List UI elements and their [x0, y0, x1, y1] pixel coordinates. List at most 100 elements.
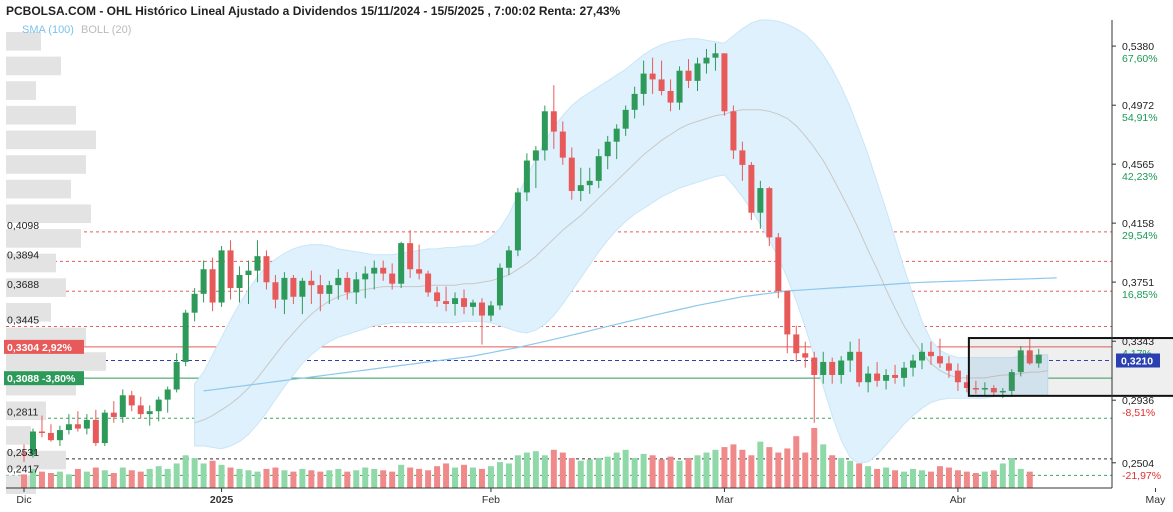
- volume-bar: [505, 463, 512, 488]
- candle-body: [586, 180, 593, 186]
- volume-bar: [173, 463, 180, 488]
- tag-label: 0,3304 2,92%: [7, 342, 72, 354]
- volume-bar: [820, 444, 827, 488]
- candle-body: [227, 250, 234, 289]
- volume-profile-bar: [6, 204, 91, 224]
- candle-body: [245, 270, 252, 276]
- candle-body: [47, 432, 54, 441]
- volume-profile-bar: [6, 229, 81, 248]
- candle-body: [667, 90, 674, 103]
- candle-body: [83, 419, 90, 429]
- volume-bar: [254, 471, 261, 488]
- candle-body: [92, 419, 99, 444]
- volume-bar: [434, 466, 441, 488]
- candle-body: [56, 430, 63, 441]
- candle-body: [317, 285, 324, 294]
- candle-body: [865, 373, 872, 383]
- volume-profile-bar: [6, 56, 61, 76]
- axis-price-label: 0,3343: [1122, 336, 1154, 348]
- volume-bar: [326, 470, 333, 488]
- volume-bar: [595, 458, 602, 488]
- volume-profile-bar: [6, 450, 66, 470]
- volume-bar: [532, 451, 539, 488]
- level-label: 0,2417: [7, 463, 39, 475]
- volume-bar: [461, 464, 468, 488]
- volume-bar: [487, 466, 494, 488]
- volume-bar: [119, 467, 126, 488]
- level-label: 0,3445: [7, 314, 39, 326]
- volume-bar: [335, 468, 342, 488]
- candle-body: [892, 374, 899, 378]
- volume-bar: [541, 455, 548, 488]
- volume-bar: [137, 471, 144, 488]
- candle-body: [532, 150, 539, 161]
- volume-bar: [272, 467, 279, 488]
- candle-body: [335, 277, 342, 286]
- volume-profile-bar: [6, 155, 86, 174]
- candle-body: [757, 188, 764, 213]
- tag-background: [4, 371, 84, 386]
- volume-bar: [146, 468, 153, 488]
- volume-bar: [470, 467, 476, 488]
- candle-body: [443, 301, 450, 304]
- volume-profile-bar: [6, 32, 41, 51]
- candle-body: [676, 70, 683, 103]
- volume-bar: [263, 468, 270, 488]
- volume-bar: [182, 455, 189, 488]
- volume-bar: [398, 464, 405, 488]
- level-label: 0,2811: [7, 406, 38, 418]
- volume-bar: [65, 474, 72, 488]
- volume-bar: [775, 452, 782, 488]
- volume-bar: [92, 467, 99, 488]
- candle-body: [1035, 354, 1042, 364]
- volume-bar: [362, 467, 369, 488]
- axis-price-label: 0,3751: [1122, 277, 1154, 289]
- volume-bar: [586, 459, 593, 488]
- candle-body: [811, 357, 818, 375]
- candle-body: [182, 312, 189, 362]
- candle-body: [550, 111, 557, 132]
- candle-body: [613, 128, 620, 142]
- volume-bar: [748, 455, 755, 488]
- volume-bar: [865, 466, 872, 488]
- candle-body: [272, 282, 279, 300]
- candle-body: [954, 370, 961, 383]
- candle-body: [191, 293, 198, 313]
- level-label: 0,2531: [7, 447, 39, 459]
- candle-body: [434, 292, 441, 302]
- candle-body: [766, 188, 773, 238]
- volume-bar: [389, 471, 396, 488]
- volume-bar: [514, 455, 521, 488]
- volume-bar: [218, 464, 225, 488]
- volume-bar: [29, 468, 36, 488]
- volume-profile-bar: [6, 352, 106, 371]
- candle-body: [730, 111, 737, 151]
- candle-body: [200, 269, 207, 294]
- candle-body: [478, 302, 485, 316]
- candle-body: [173, 361, 180, 390]
- candle-body: [568, 157, 575, 191]
- candlesticks: [21, 43, 1042, 462]
- volume-bar: [281, 470, 288, 488]
- x-tick-label: Mar: [715, 494, 734, 506]
- left-level-labels: 0,3304 2,92% 0,3088 -3,80% 0,4098 0,3894 0,3…: [4, 220, 84, 475]
- volume-bar: [559, 452, 566, 488]
- volume-bar: [954, 470, 961, 488]
- axis-price-label: 0,2936: [1122, 395, 1154, 407]
- candle-body: [847, 351, 854, 361]
- sma-line: [203, 277, 1057, 392]
- volume-profile-bar: [6, 426, 31, 445]
- candle-body: [74, 424, 81, 429]
- bollinger-mid-line: [194, 109, 1048, 424]
- candle-body: [981, 388, 988, 390]
- x-tick-label: May: [1146, 494, 1167, 506]
- candle-body: [622, 109, 629, 129]
- volume-bar: [56, 471, 63, 488]
- candle-body: [398, 243, 405, 284]
- candle-body: [299, 280, 306, 297]
- candle-body: [38, 431, 45, 433]
- candle-body: [290, 277, 297, 297]
- volume-bar: [766, 447, 773, 488]
- x-tick-label: Feb: [482, 494, 500, 506]
